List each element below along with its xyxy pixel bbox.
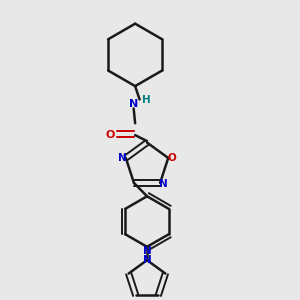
Text: O: O bbox=[105, 130, 115, 140]
Text: N: N bbox=[143, 255, 152, 265]
Text: N: N bbox=[129, 99, 138, 109]
Text: N: N bbox=[143, 246, 152, 256]
Text: O: O bbox=[167, 153, 176, 163]
Text: N: N bbox=[118, 153, 127, 163]
Text: N: N bbox=[159, 179, 168, 189]
Text: H: H bbox=[142, 95, 151, 105]
